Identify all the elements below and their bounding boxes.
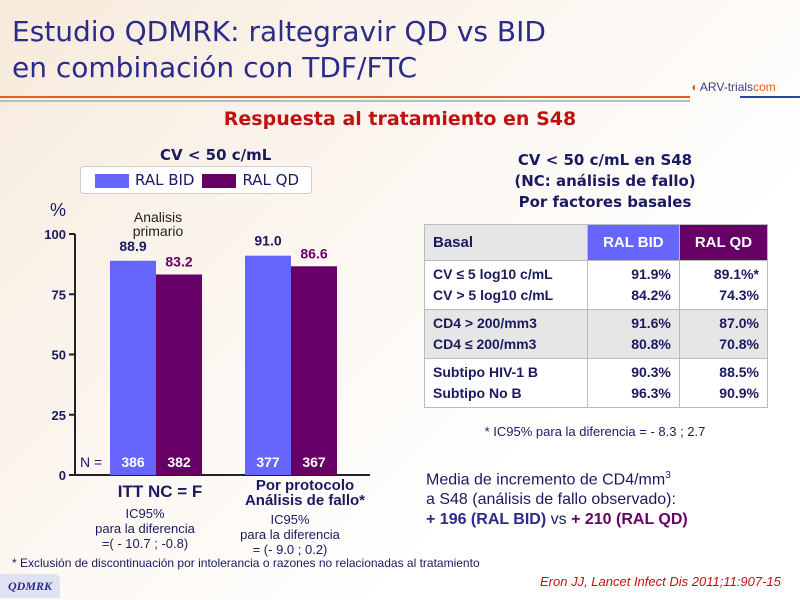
n-label: 386 (121, 454, 145, 470)
table-row: Subtipo HIV-1 B Subtipo No B 90.3% 96.3% 88.… (424, 358, 769, 408)
table-footnote: * IC95% para la diferencia = - 8.3 ; 2.7 (484, 424, 706, 439)
y-tick-label: 75 (52, 287, 66, 302)
study-badge: QDMRK (0, 574, 60, 598)
divider (740, 96, 800, 98)
legend-swatch (95, 173, 129, 188)
citation: Eron JJ, Lancet Infect Dis 2011;11:907-1… (540, 574, 781, 589)
subgroup-table: Basal RAL BID RAL QD CV ≤ 5 log10 c/mL CV >… (424, 224, 769, 408)
header-cell: RAL BID (586, 224, 680, 261)
ci-note-2: IC95% para la diferencia = (- 9.0 ; 0.2) (240, 512, 340, 557)
chart-title: CV < 50 c/mL (160, 146, 272, 164)
cd4-summary: Media de incremento de CD4/mm3 a S48 (an… (426, 470, 688, 529)
n-label: 382 (167, 454, 191, 470)
category-label: Por protocolo Análisis de fallo* (244, 477, 366, 509)
data-label: 83.2 (165, 253, 192, 269)
y-tick-label: 50 (52, 348, 66, 363)
table-title: CV < 50 c/mL en S48 (NC: análisis de fall… (514, 151, 696, 211)
data-label: 88.9 (119, 238, 146, 254)
legend-qd: RAL QD (202, 171, 299, 189)
divider (0, 96, 690, 98)
subtitle: Respuesta al tratamiento en S48 (223, 108, 577, 130)
divider (0, 100, 690, 102)
y-tick-label: 0 (59, 468, 66, 483)
y-tick-label: 25 (52, 408, 66, 423)
bar (291, 266, 337, 475)
legend-swatch (202, 173, 237, 188)
bar-chart: 0 25 50 75 100 88.9 386 91.0 377 83.2 382 86.6 367 N … (44, 227, 370, 483)
legend-bid: RAL BID (95, 171, 194, 189)
y-axis-label: % (50, 200, 67, 220)
header-cell: RAL QD (678, 224, 769, 261)
ci-note-1: IC95% para la diferencia =( - 10.7 ; -0.8) (95, 506, 195, 551)
title-line-2: en combinación con TDF/FTC (12, 51, 418, 84)
data-label: 86.6 (300, 245, 327, 261)
n-label: 377 (256, 454, 280, 470)
y-tick-label: 100 (44, 227, 66, 242)
bar (110, 260, 156, 475)
table-row: CD4 > 200/mm3 CD4 ≤ 200/mm3 91.6% 80.8% 87.0… (424, 309, 769, 359)
annotation: Analisis primario (132, 209, 184, 239)
data-label: 91.0 (254, 233, 281, 249)
bar (156, 274, 202, 475)
table-row: CV ≤ 5 log10 c/mL CV > 5 log10 c/mL 91.9% 8… (424, 260, 769, 310)
title-line-1: Estudio QDMRK: raltegravir QD vs BID (12, 15, 546, 48)
bar (245, 255, 291, 475)
logo: ◖ ARV-trialscom (690, 80, 776, 94)
footnote: * Exclusión de discontinuación por intol… (12, 556, 480, 570)
chart-legend: RAL BID RAL QD (80, 166, 312, 194)
n-prefix: N = (80, 454, 102, 470)
header-cell: Basal (424, 224, 588, 261)
category-label: ITT NC = F (117, 482, 203, 501)
slide-title: Estudio QDMRK: raltegravir QD vs BID en c… (12, 14, 546, 86)
n-label: 367 (302, 454, 326, 470)
